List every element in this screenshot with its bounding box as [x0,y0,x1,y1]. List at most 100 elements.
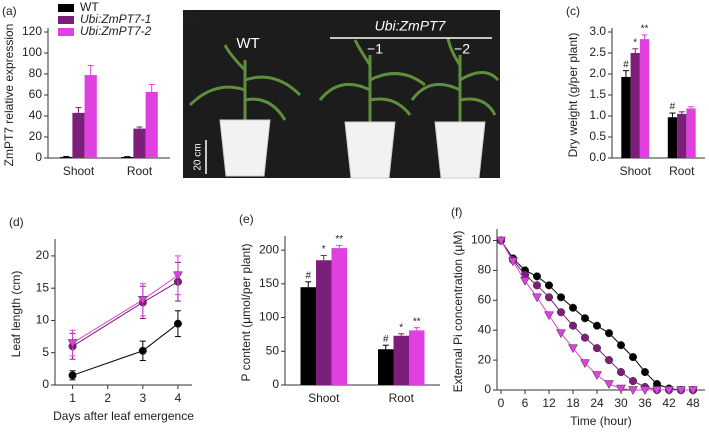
x-tick-label: Shoot [63,164,95,178]
point [688,386,698,396]
significance-label: # [670,102,676,113]
scale-label: 20 cm [193,143,204,170]
x-tick-label: 2 [104,391,111,405]
y-tick-label: 40 [29,108,43,122]
y-tick-label: 2.0 [589,66,606,80]
line [72,274,179,344]
photo-panel: (b) WT Ubi:ZmPT7 −1 −2 20 cm [182,10,500,179]
bar [639,39,650,158]
y-tick-label: 5 [42,345,49,359]
point [544,281,554,290]
y-tick-label: 100 [259,310,279,324]
line [500,240,693,391]
point [137,296,148,305]
significance-label: # [305,270,311,281]
y-tick-label: 120 [22,24,42,38]
point [652,386,662,396]
bar [409,330,425,385]
x-tick-label: Shoot [308,391,340,405]
point [628,353,638,362]
x-tick-label: 4 [175,391,182,405]
significance-label: * [633,37,637,48]
significance-label: # [383,334,389,345]
y-tick-label: 200 [259,242,279,256]
line [500,240,693,391]
legend-swatch [58,4,74,12]
significance-label: * [399,322,403,333]
bar [667,117,678,158]
x-tick-label: 24 [590,396,604,410]
y-axis-label: Leaf length (cm) [9,271,23,358]
y-tick-label: 0 [42,377,49,391]
y-tick-label: 2.5 [589,45,606,59]
x-tick-label: 1 [69,391,76,405]
bar [331,248,347,385]
bar [621,76,631,158]
x-tick-label: Root [127,164,153,178]
point [640,368,650,377]
point [532,293,542,303]
point [138,346,147,355]
x-tick-label: 12 [542,396,556,410]
legend-label: Ubi:ZmPT7-2 [80,24,152,38]
photo-label: WT [236,35,259,52]
bar [60,156,73,158]
point [532,281,542,290]
bar [145,91,158,158]
bar [300,287,316,385]
plants [188,37,500,122]
point [676,386,686,396]
y-tick-label: 1.5 [589,87,606,101]
point [508,257,518,267]
point [628,376,638,386]
y-tick-label: 0 [35,150,42,164]
point [544,311,554,321]
x-tick-label: Root [389,391,415,405]
point [616,384,626,394]
y-tick-label: 0 [272,377,279,391]
bar [393,335,409,385]
point [592,321,602,330]
y-tick-label: 20 [29,129,43,143]
point [616,368,626,377]
bar [677,113,687,158]
y-tick-label: 0 [484,382,491,396]
point [604,356,614,365]
point [592,371,602,381]
point [556,293,566,302]
point [628,386,638,396]
x-tick-label: 18 [566,396,580,410]
legend-swatch [58,16,74,24]
point [173,319,182,328]
x-tick-label: 6 [522,396,529,410]
point [544,293,554,302]
point [520,277,530,286]
x-tick-label: 30 [614,396,628,410]
y-tick-label: 80 [478,263,492,277]
point [580,333,590,342]
x-axis-label: Time (hour) [570,414,632,428]
panel-label: (c) [566,4,580,18]
y-tick-label: 20 [36,248,50,262]
point [664,386,674,396]
y-tick-label: 0.0 [589,150,606,164]
significance-label: ** [641,24,649,35]
pots [219,119,486,179]
photo-label: −2 [454,41,470,57]
x-tick-label: 3 [139,391,146,405]
y-tick-label: 50 [266,343,280,357]
significance-label: # [623,59,629,70]
y-axis-label: ZmPT7 relative expression [2,24,16,167]
legend-swatch [58,28,74,36]
legend-label: WT [80,0,99,14]
y-tick-label: 100 [22,45,42,59]
panel-label: (d) [9,215,24,229]
bar [72,112,85,158]
line [72,323,179,376]
y-axis-label: External Pi concentration (μM) [451,231,465,393]
x-tick-label: 48 [686,396,700,410]
point [496,236,506,246]
y-axis-label: P content (μmol/per plant) [239,243,253,381]
x-tick-label: 36 [638,396,652,410]
